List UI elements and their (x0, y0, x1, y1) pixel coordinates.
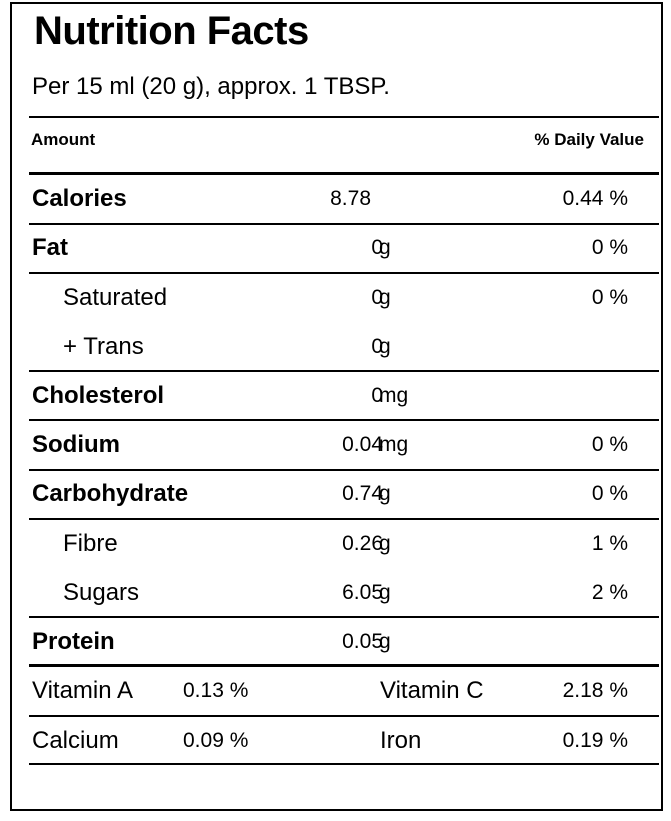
nutrient-label: Fibre (63, 530, 118, 557)
nutrient-row-cholesterol: Cholesterol 0 mg (12, 372, 665, 420)
nutrient-daily-value: 0 % (591, 236, 628, 259)
nutrient-amount: 0.04 (342, 433, 383, 456)
row-divider (29, 469, 659, 471)
nutrient-label: Protein (32, 628, 115, 655)
panel-title: Nutrition Facts (34, 9, 309, 53)
row-divider (29, 715, 659, 717)
row-divider (29, 763, 659, 765)
divider-thin-top (29, 116, 659, 118)
vitamin-label: Calcium (32, 727, 119, 754)
nutrient-unit: g (379, 236, 391, 259)
nutrition-facts-panel: Nutrition Facts Per 15 ml (20 g), approx… (10, 2, 663, 811)
vitamin-row-1: Vitamin A 0.13 % Vitamin C 2.18 % (12, 667, 665, 715)
nutrient-amount: 6.05 (342, 581, 383, 604)
nutrient-label: Sugars (63, 579, 140, 606)
nutrient-amount: 0 (371, 236, 383, 259)
nutrient-unit: g (379, 630, 391, 653)
nutrient-row-saturated: Saturated 0 g 0 % (12, 274, 665, 322)
row-divider (29, 616, 659, 618)
nutrient-unit: g (379, 532, 391, 555)
vitamin-value: 0.13 % (183, 679, 249, 702)
nutrient-amount: 0 (371, 384, 383, 407)
nutrient-daily-value: 0 % (591, 482, 628, 505)
nutrient-unit: g (379, 335, 391, 358)
nutrient-unit: mg (379, 433, 409, 456)
nutrient-unit: g (379, 482, 391, 505)
nutrient-row-protein: Protein 0.05 g (12, 618, 665, 666)
nutrient-label: + Trans (63, 333, 144, 360)
nutrient-label: Saturated (63, 284, 168, 311)
nutrient-amount: 0 (371, 335, 383, 358)
nutrient-row-fat: Fat 0 g 0 % (12, 224, 665, 272)
nutrient-amount: 0.74 (342, 482, 383, 505)
nutrient-unit: g (379, 581, 391, 604)
vitamin-value: 2.18 % (562, 679, 628, 702)
vitamin-label: Vitamin C (380, 677, 484, 704)
nutrient-amount: 0 (371, 286, 383, 309)
nutrient-amount: 0.05 (342, 630, 383, 653)
nutrient-label: Carbohydrate (32, 480, 189, 507)
vitamin-value: 0.19 % (562, 729, 628, 752)
vitamin-label: Vitamin A (32, 677, 133, 704)
nutrient-row-sugars: Sugars 6.05 g 2 % (12, 569, 665, 617)
nutrient-row-sodium: Sodium 0.04 mg 0 % (12, 421, 665, 469)
row-divider (29, 272, 659, 274)
nutrient-label: Fat (32, 234, 68, 261)
nutrient-row-trans: + Trans 0 g (12, 323, 665, 371)
divider-thick-header (29, 172, 659, 175)
nutrient-label: Cholesterol (32, 382, 165, 409)
nutrient-label: Calories (32, 185, 127, 212)
amount-header: Amount (31, 130, 96, 149)
row-divider (29, 419, 659, 421)
daily-value-header: % Daily Value (534, 130, 644, 149)
nutrient-row-calories: Calories 8.78 0.44 % (12, 175, 665, 223)
nutrient-amount: 0.26 (342, 532, 383, 555)
row-divider (29, 223, 659, 225)
vitamin-row-2: Calcium 0.09 % Iron 0.19 % (12, 717, 665, 765)
vitamin-label: Iron (380, 727, 422, 754)
nutrient-daily-value: 0 % (591, 433, 628, 456)
nutrient-row-fibre: Fibre 0.26 g 1 % (12, 520, 665, 568)
nutrient-daily-value: 1 % (591, 532, 628, 555)
nutrient-daily-value: 0 % (591, 286, 628, 309)
divider-thick-vitamins (29, 664, 659, 667)
row-divider (29, 518, 659, 520)
vitamin-value: 0.09 % (183, 729, 249, 752)
nutrient-unit: g (379, 286, 391, 309)
nutrient-unit: mg (379, 384, 409, 407)
nutrient-label: Sodium (32, 431, 120, 458)
row-divider (29, 370, 659, 372)
nutrient-amount: 8.78 (330, 187, 371, 210)
nutrient-daily-value: 2 % (591, 581, 628, 604)
nutrient-daily-value: 0.44 % (562, 187, 628, 210)
nutrient-row-carbohydrate: Carbohydrate 0.74 g 0 % (12, 470, 665, 518)
serving-size: Per 15 ml (20 g), approx. 1 TBSP. (32, 73, 390, 100)
